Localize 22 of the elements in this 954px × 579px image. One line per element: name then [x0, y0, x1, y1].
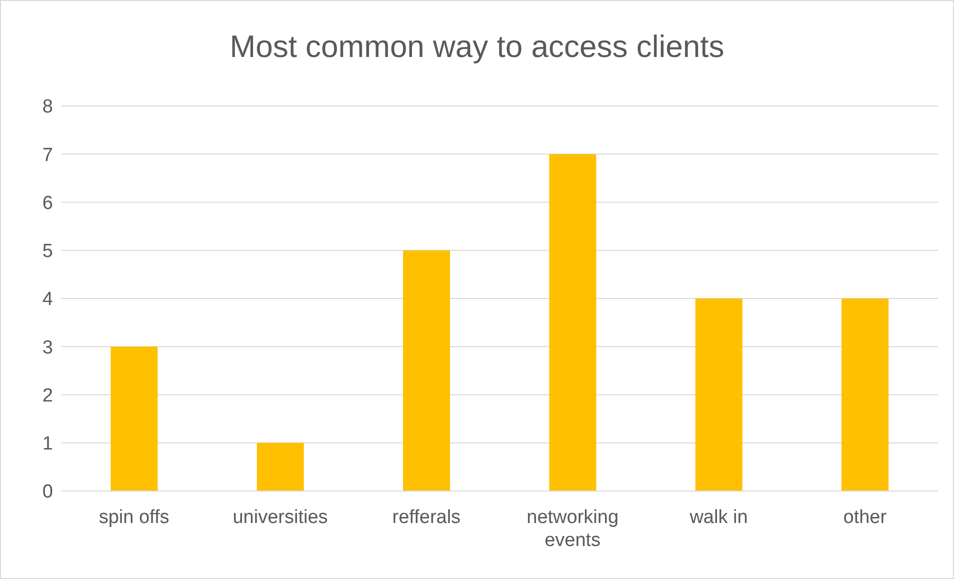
y-tick-label: 4: [42, 289, 54, 310]
x-tick-label: spin offs: [98, 507, 170, 528]
bar: [256, 442, 304, 491]
bar: [549, 154, 596, 491]
bar: [695, 298, 742, 491]
y-tick-label: 3: [42, 337, 53, 358]
x-tick-label: walk in: [688, 507, 748, 528]
bar: [110, 346, 158, 491]
y-tick-label: 2: [42, 385, 53, 406]
y-tick-label: 7: [42, 144, 53, 166]
y-tick-label: 5: [42, 241, 53, 262]
x-tick-label: universities: [232, 507, 328, 528]
chart-title: Most common way to access clients: [228, 29, 726, 65]
y-tick-label: 0: [42, 482, 53, 503]
y-tick-label: 6: [42, 192, 53, 214]
bar: [403, 250, 450, 491]
x-tick-label: networking events: [526, 507, 619, 551]
x-tick-label: other: [843, 507, 888, 528]
y-tick-label: 8: [42, 96, 53, 118]
x-tick-label: refferals: [392, 507, 461, 528]
y-tick-label: 1: [42, 434, 53, 455]
bar: [842, 298, 889, 491]
